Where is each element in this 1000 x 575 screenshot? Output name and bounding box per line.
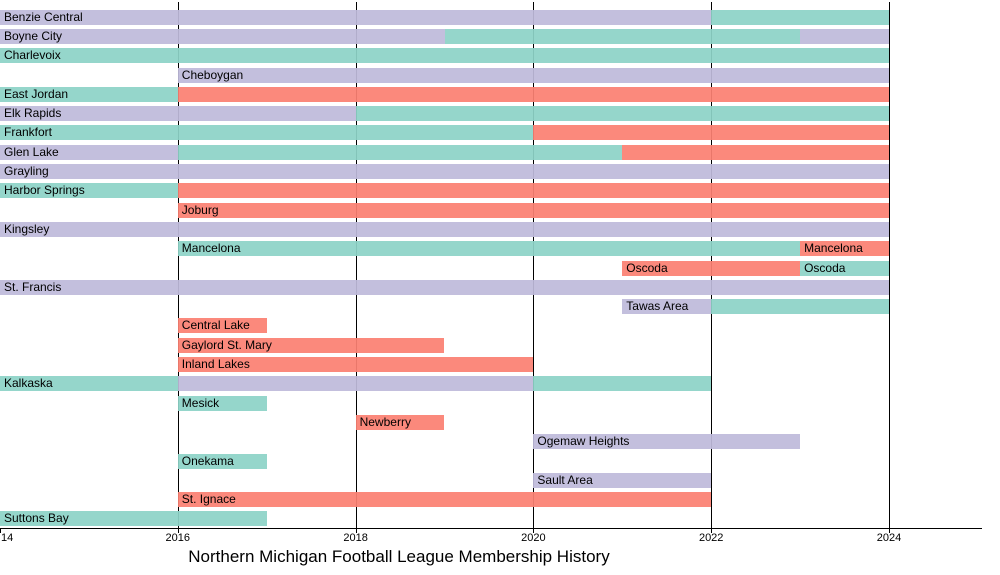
bar-segment-mancelona — [800, 241, 889, 257]
bar-label-inland-lakes: Inland Lakes — [181, 357, 250, 371]
axis-tick-2020 — [533, 528, 535, 533]
bar-segment-central-lake — [177, 318, 267, 334]
bar-segment-joburg — [177, 202, 889, 218]
bar-segment-mancelona — [177, 241, 801, 257]
bar-segment-sault-area — [533, 472, 712, 488]
bar-segment-ogemaw-heights — [533, 434, 801, 450]
bar-label-st-ignace: St. Ignace — [181, 492, 236, 507]
axis-tick-2014 — [0, 528, 1, 533]
bar-segment-suttons-bay — [0, 511, 267, 527]
bar-segment-elk-rapids — [355, 106, 889, 122]
bar-label-benzie-central: Benzie Central — [4, 9, 83, 24]
bar-segment-boyne-city — [0, 28, 445, 44]
axis-tick-label-2024: 2024 — [876, 532, 902, 544]
axis-tick-2016 — [177, 528, 179, 533]
axis-tick-2018 — [355, 528, 357, 533]
bar-segment-east-jordan — [0, 86, 178, 102]
bar-segment-harbor-springs — [0, 183, 178, 199]
gridline-2016 — [177, 2, 179, 528]
bar-label-harbor-springs: Harbor Springs — [4, 183, 85, 198]
bar-label-kingsley: Kingsley — [4, 221, 50, 236]
gridline-2020 — [533, 2, 535, 528]
bar-label-oscoda: Oscoda — [804, 260, 846, 275]
bar-segment-benzie-central — [0, 9, 712, 25]
bar-label-gaylord-st-mary: Gaylord St. Mary — [181, 337, 272, 352]
bar-segment-inland-lakes — [177, 357, 534, 372]
bar-segment-frankfort — [533, 125, 889, 141]
axis-tick-label-2014: 14 — [1, 532, 14, 544]
bar-segment-benzie-central — [711, 9, 889, 25]
bar-segment-glen-lake — [177, 144, 623, 160]
bar-label-mancelona: Mancelona — [804, 241, 863, 256]
bar-label-st-francis: St. Francis — [4, 279, 62, 294]
bar-segment-glen-lake — [0, 144, 178, 160]
bar-segment-charlevoix — [0, 48, 889, 64]
gridline-2018 — [355, 2, 357, 528]
bar-segment-frankfort — [0, 125, 534, 141]
bar-label-elk-rapids: Elk Rapids — [4, 106, 62, 121]
bar-label-boyne-city: Boyne City — [4, 28, 63, 43]
bar-label-tawas-area: Tawas Area — [626, 299, 689, 314]
bar-segment-tawas-area — [622, 299, 712, 315]
bar-label-suttons-bay: Suttons Bay — [4, 511, 69, 526]
bar-segment-boyne-city — [800, 28, 889, 44]
bar-segment-kingsley — [0, 221, 889, 237]
bar-segment-oscoda — [622, 260, 801, 276]
bar-segment-east-jordan — [177, 86, 889, 102]
gridline-2024 — [889, 2, 890, 528]
bar-label-onekama: Onekama — [181, 453, 234, 468]
bar-label-grayling: Grayling — [4, 164, 49, 178]
axis-tick-label-2016: 2016 — [165, 532, 191, 544]
axis-tick-label-2020: 2020 — [521, 532, 546, 544]
bar-label-mancelona: Mancelona — [181, 241, 241, 256]
x-axis-line — [0, 528, 982, 529]
bar-label-central-lake: Central Lake — [181, 318, 250, 333]
bar-segment-tawas-area — [711, 299, 889, 315]
bar-label-oscoda: Oscoda — [626, 260, 668, 275]
bar-segment-st-francis — [0, 279, 889, 295]
bar-label-kalkaska: Kalkaska — [4, 376, 53, 391]
bar-label-joburg: Joburg — [181, 202, 219, 217]
bar-segment-elk-rapids — [0, 106, 356, 122]
bar-segment-harbor-springs — [177, 183, 889, 199]
bar-segment-grayling — [0, 164, 889, 179]
bar-segment-onekama — [177, 453, 267, 469]
bar-label-cheboygan: Cheboygan — [181, 67, 244, 82]
bar-segment-gaylord-st-mary — [177, 337, 445, 353]
bar-label-glen-lake: Glen Lake — [4, 144, 59, 159]
bar-segment-mesick — [177, 395, 267, 411]
bar-segment-kalkaska — [177, 376, 534, 392]
bar-segment-kalkaska — [0, 376, 178, 392]
bar-label-newberry: Newberry — [359, 414, 411, 429]
bar-segment-oscoda — [800, 260, 889, 276]
bar-label-mesick: Mesick — [181, 395, 220, 410]
bar-segment-glen-lake — [622, 144, 889, 160]
axis-tick-label-2018: 2018 — [343, 532, 368, 544]
bar-segment-st-ignace — [177, 492, 712, 508]
bar-segment-newberry — [355, 414, 445, 430]
bar-label-charlevoix: Charlevoix — [4, 48, 61, 63]
chart-title: Northern Michigan Football League Member… — [188, 547, 610, 566]
bar-segment-cheboygan — [177, 67, 889, 83]
bar-label-frankfort: Frankfort — [4, 125, 53, 140]
bar-segment-kalkaska — [533, 376, 712, 392]
axis-tick-label-2022: 2022 — [698, 532, 724, 544]
axis-tick-2022 — [711, 528, 713, 533]
bar-segment-boyne-city — [444, 28, 801, 44]
bar-label-sault-area: Sault Area — [537, 472, 593, 487]
bar-label-ogemaw-heights: Ogemaw Heights — [537, 434, 630, 449]
bar-label-east-jordan: East Jordan — [4, 86, 69, 101]
axis-tick-2024 — [889, 528, 890, 533]
